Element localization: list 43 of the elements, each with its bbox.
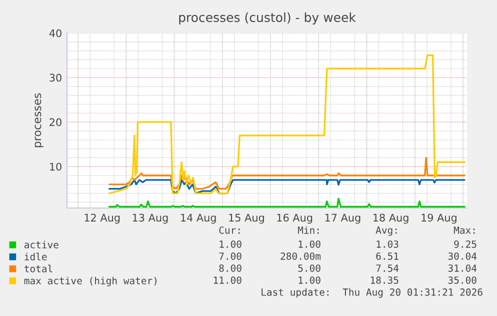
text: 9.25 xyxy=(454,240,476,248)
y-tick-label: 30 xyxy=(50,74,62,82)
legend-label: active xyxy=(24,240,58,248)
y-tick-label: 40 xyxy=(49,29,62,38)
x-tick-label: 19 Aug xyxy=(422,214,456,224)
text: 1.00 xyxy=(220,240,242,248)
text: 1.03 xyxy=(376,240,398,248)
text: 7.00 xyxy=(219,252,242,260)
text: 1.00 xyxy=(298,240,320,248)
text: 18.35 xyxy=(370,276,398,284)
y-axis-title: processes xyxy=(34,93,44,148)
x-tick-label: 12 Aug xyxy=(84,214,120,224)
line-series xyxy=(108,198,466,208)
text: 8.00 xyxy=(219,264,242,272)
legend-label: max active (high water) xyxy=(24,276,156,286)
chart-title: processes (custol) - by week xyxy=(179,12,356,24)
text: Cur: xyxy=(219,226,240,234)
text: Last update: Thu Aug 20 01:31:21 2026 xyxy=(262,288,482,298)
x-tick-label: 17 Aug xyxy=(325,214,360,224)
text: Avg: xyxy=(376,226,397,236)
text: 6.51 xyxy=(376,252,398,260)
line-series xyxy=(108,54,466,194)
x-tick-label: 18 Aug xyxy=(374,214,408,224)
text: 280.00m xyxy=(280,252,321,260)
text: Max: xyxy=(454,226,475,234)
y-tick-label: 20 xyxy=(50,118,62,126)
text: Min: xyxy=(298,226,319,234)
text: 7.54 xyxy=(376,264,399,272)
x-tick-label: 15 Aug xyxy=(229,214,264,224)
text: 35.00 xyxy=(448,276,476,284)
line-series xyxy=(108,179,466,194)
text: 31.04 xyxy=(448,264,477,272)
text: 5.00 xyxy=(298,264,320,272)
x-tick-label: 16 Aug xyxy=(277,214,312,224)
text: 1.00 xyxy=(298,276,320,284)
line-series xyxy=(108,156,466,190)
x-tick-label: 13 Aug xyxy=(132,214,168,224)
text: 30.04 xyxy=(448,252,477,260)
y-tick-label: 10 xyxy=(50,162,62,171)
legend-label: idle xyxy=(24,252,47,260)
legend-label: total xyxy=(24,264,52,272)
text: 11.00 xyxy=(214,276,242,284)
x-tick-label: 14 Aug xyxy=(181,214,216,224)
